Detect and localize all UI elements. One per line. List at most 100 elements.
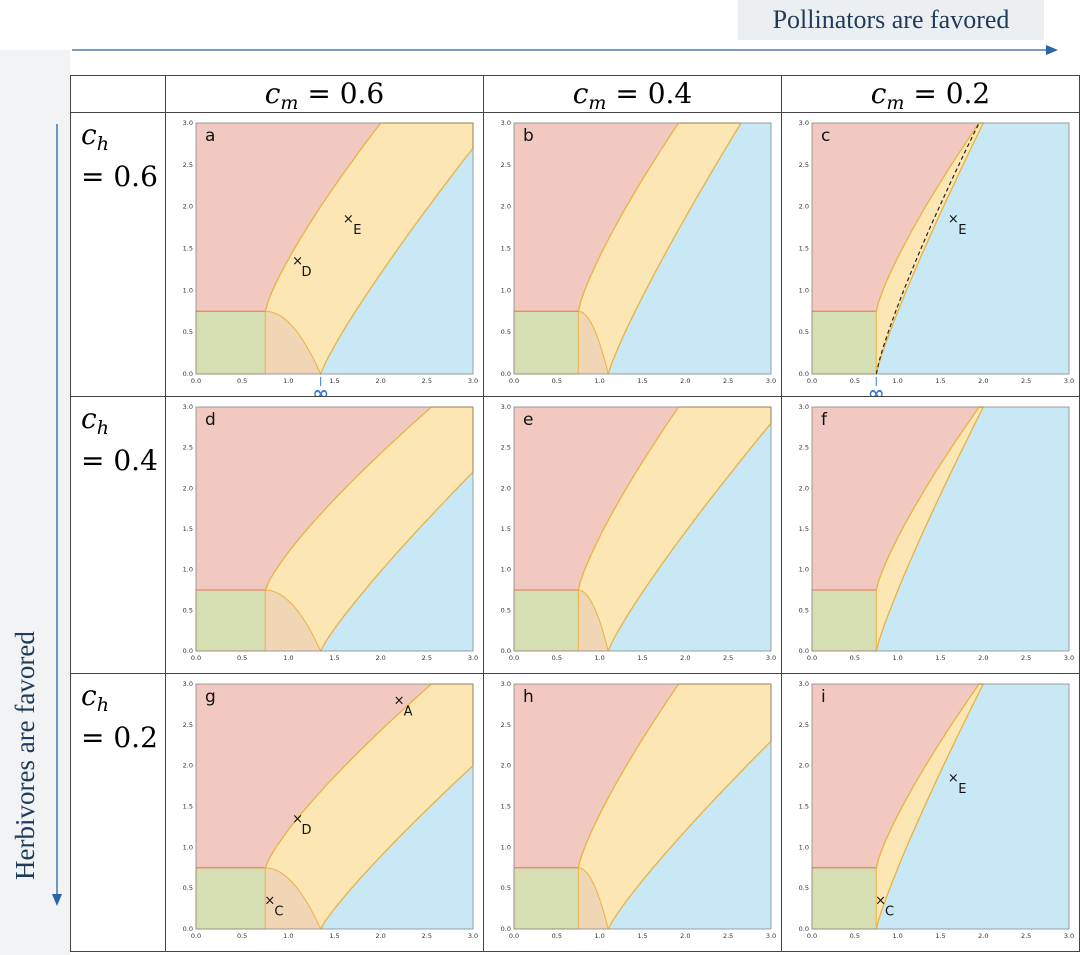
x-tick-label: 2.0 (978, 932, 988, 940)
x-tick-label: 3.0 (468, 654, 478, 662)
left-boundary (577, 122, 680, 312)
y-tick-label: 0.0 (183, 370, 193, 378)
x-tick-label: 0.0 (509, 377, 519, 385)
x-tick-label: 3.0 (766, 654, 776, 662)
right-boundary (607, 422, 772, 652)
y-tick-label: 1.5 (183, 525, 193, 533)
y-tick-label: 3.0 (799, 680, 809, 688)
panel-e: 0.0 0.5 1.0 1.5 2.0 2.5 3.0 0.0 0.5 1.0 1.5 2.0 2.5 3… (483, 396, 782, 674)
x-tick-label: 1.0 (594, 377, 604, 385)
x-tick-label: 0.5 (237, 932, 247, 940)
y-tick-label: 0.0 (799, 370, 809, 378)
tan-region (578, 311, 609, 374)
x-tick-label: 3.0 (1064, 654, 1074, 662)
x-tick-label: 2.0 (680, 654, 690, 662)
left-boundary (577, 406, 680, 591)
x-tick-label: 0.5 (850, 932, 860, 940)
y-tick-label: 1.0 (183, 843, 193, 851)
marker-d-cross: × (292, 254, 303, 269)
plot-frame (513, 406, 772, 652)
panel-letter: f (821, 410, 828, 430)
x-tick-label: 2.0 (680, 932, 690, 940)
y-tick-label: 2.5 (183, 444, 193, 452)
right-boundary (320, 471, 474, 652)
tan-region (265, 590, 321, 651)
panel-plot-d: 0.0 0.5 1.0 1.5 2.0 2.5 3.0 0.0 0.5 1.0 1.5 2.0 2.5 3… (183, 403, 479, 662)
red-region (514, 407, 679, 590)
y-tick-label: 2.0 (501, 203, 511, 211)
tan-boundary (265, 589, 322, 652)
y-tick-label: 2.5 (799, 161, 809, 169)
y-tick-label: 1.5 (501, 525, 511, 533)
right-boundary (875, 683, 984, 930)
y-tick-label: 0.5 (183, 606, 193, 614)
tan-region (578, 590, 609, 651)
y-tick-label: 1.0 (501, 566, 511, 574)
tan-boundary (578, 589, 609, 652)
marker-e-cross: × (948, 212, 959, 227)
y-tick-label: 3.0 (183, 119, 193, 127)
marker-c-cross: × (264, 893, 275, 908)
x-tick-label: 0.0 (191, 932, 201, 940)
x-tick-label: 2.0 (680, 377, 690, 385)
red-region (196, 123, 381, 312)
y-tick-label: 0.0 (183, 925, 193, 933)
x-tick-label: 2.5 (1021, 654, 1031, 662)
x-tick-label: 0.5 (850, 654, 860, 662)
marker-e-cross: × (343, 212, 354, 227)
x-tick-label: 0.0 (191, 654, 201, 662)
x-tick-label: 1.0 (892, 932, 902, 940)
infinity-symbol: ∞ (312, 381, 329, 396)
y-tick-label: 1.5 (183, 803, 193, 811)
herbivores-favored-label: Herbivores are favored (10, 631, 40, 880)
x-tick-label: 1.5 (329, 932, 339, 940)
y-tick-label: 1.0 (183, 286, 193, 294)
panel-d: 0.0 0.5 1.0 1.5 2.0 2.5 3.0 0.0 0.5 1.0 1.5 2.0 2.5 3… (165, 396, 484, 674)
x-tick-label: 0.0 (509, 654, 519, 662)
panel-plot-g: 0.0 0.5 1.0 1.5 2.0 2.5 3.0 0.0 0.5 1.0 1.5 2.0 2.5 3… (183, 680, 479, 940)
green-region (513, 310, 579, 375)
y-tick-label: 2.5 (183, 161, 193, 169)
y-tick-label: 1.0 (501, 843, 511, 851)
x-tick-label: 3.0 (1064, 377, 1074, 385)
x-tick-label: 0.5 (552, 654, 562, 662)
left-boundary (264, 406, 432, 591)
y-tick-label: 2.0 (183, 484, 193, 492)
plot-frame (513, 683, 772, 930)
x-tick-label: 0.0 (807, 932, 817, 940)
x-tick-label: 1.0 (892, 654, 902, 662)
marker-c-label: C (274, 904, 283, 919)
x-tick-label: 2.5 (1021, 932, 1031, 940)
green-region (195, 867, 266, 930)
x-tick-label: 2.0 (375, 932, 385, 940)
right-boundary (607, 740, 772, 930)
y-tick-label: 3.0 (501, 119, 511, 127)
plot-frame (811, 122, 1070, 375)
tan-boundary (578, 867, 609, 930)
marker-d-label: D (302, 265, 312, 280)
panel-plot-c: 0.0 0.5 1.0 1.5 2.0 2.5 3.0 0.0 0.5 1.0 1.5 2.0 2.5 3… (799, 119, 1075, 396)
y-tick-label: 2.5 (183, 721, 193, 729)
y-tick-label: 0.5 (183, 328, 193, 336)
marker-e-label: E (958, 223, 966, 238)
figure-grid: cm = 0.6 cm = 0.4 cm = 0.2 ch = 0.6 ch =… (70, 75, 1080, 952)
yellow-region (265, 123, 473, 374)
y-tick-label: 0.5 (501, 606, 511, 614)
marker-c-label: C (885, 904, 894, 919)
green-region (195, 589, 266, 652)
panel-i: 0.0 0.5 1.0 1.5 2.0 2.5 3.0 0.0 0.5 1.0 1.5 2.0 2.5 3… (781, 673, 1080, 952)
x-tick-label: 0.0 (807, 654, 817, 662)
y-tick-label: 2.5 (501, 444, 511, 452)
y-tick-label: 2.0 (501, 484, 511, 492)
marker-d-cross: × (292, 812, 303, 827)
x-tick-label: 2.0 (978, 377, 988, 385)
y-tick-label: 0.0 (799, 647, 809, 655)
x-tick-label: 2.5 (422, 654, 432, 662)
y-tick-label: 1.5 (183, 245, 193, 253)
x-tick-label: 0.5 (552, 932, 562, 940)
panel-letter: e (523, 410, 533, 430)
y-tick-label: 1.0 (799, 843, 809, 851)
y-tick-label: 0.5 (501, 328, 511, 336)
panel-plot-a: 0.0 0.5 1.0 1.5 2.0 2.5 3.0 0.0 0.5 1.0 1.5 2.0 2.5 3… (183, 119, 479, 396)
